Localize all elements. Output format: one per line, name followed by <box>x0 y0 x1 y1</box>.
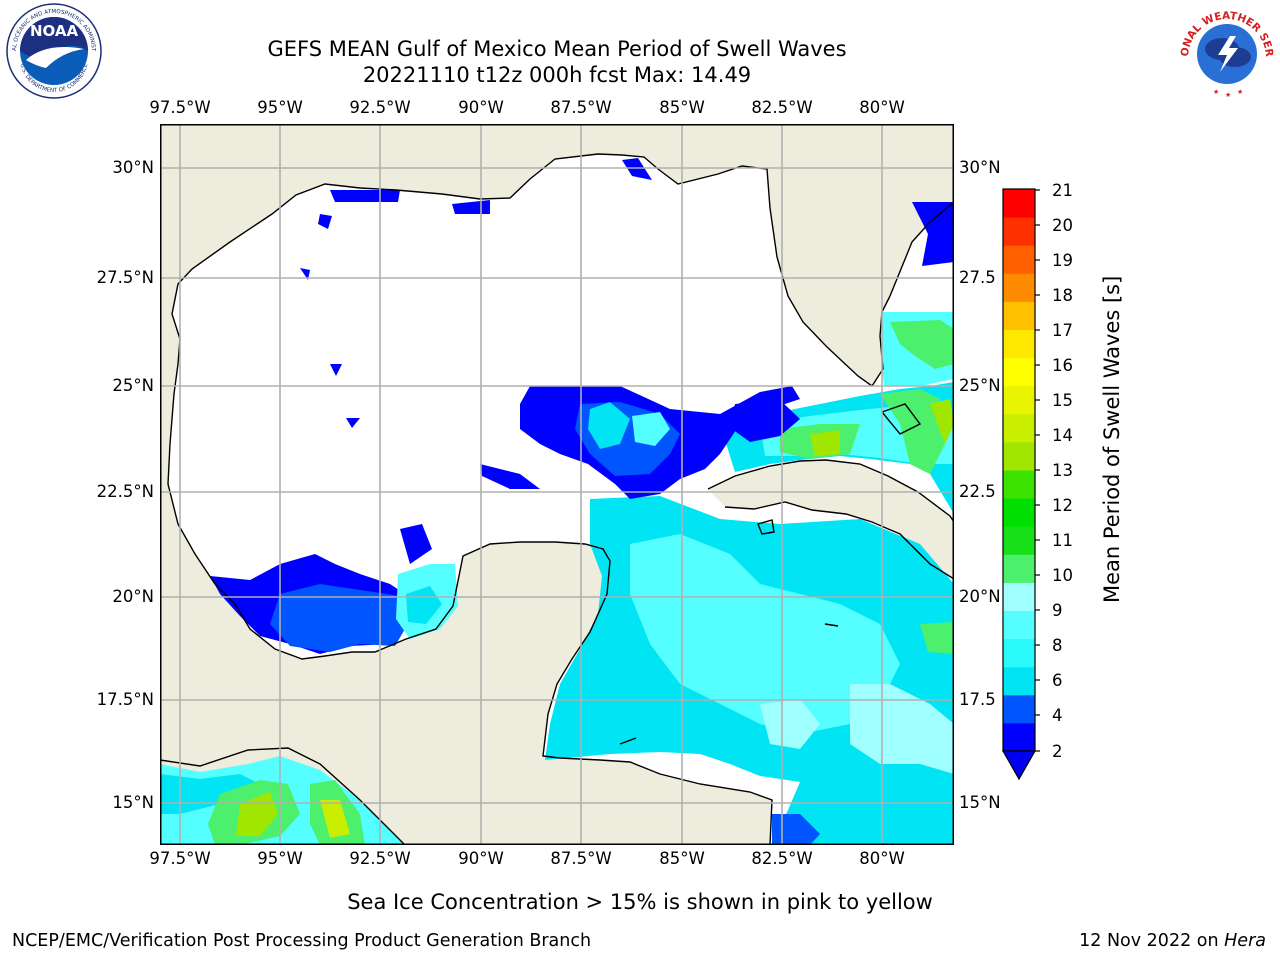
lon-tick-bottom: 92.5°W <box>349 849 411 868</box>
colorbar-bin <box>1003 610 1035 640</box>
lat-tick-left: 27.5°N <box>96 268 154 287</box>
colorbar-tick: 6 <box>1052 671 1063 690</box>
colorbar-bin <box>1003 526 1035 555</box>
colorbar-tick: 9 <box>1052 601 1063 620</box>
colorbar-tick: 19 <box>1052 251 1073 270</box>
lon-tick-top: 85°W <box>659 98 705 117</box>
colorbar-tick: 20 <box>1052 216 1073 235</box>
colorbar-tick: 10 <box>1052 566 1073 585</box>
lat-tick-left: 20°N <box>112 587 154 606</box>
map-frame <box>160 124 954 845</box>
footer-date: 12 Nov 2022 on <box>1079 931 1225 951</box>
colorbar-bin <box>1003 329 1035 359</box>
lon-tick-bottom: 82.5°W <box>751 849 813 868</box>
lon-tick-top: 95°W <box>257 98 303 117</box>
lat-tick-right: 25°N <box>959 376 1001 395</box>
footer-system: Hera <box>1224 931 1266 951</box>
colorbar-bin <box>1003 413 1035 443</box>
lat-tick-right: 22.5 <box>959 482 996 501</box>
colorbar <box>1001 188 1040 781</box>
colorbar-bin <box>1003 189 1035 218</box>
colorbar-tick: 11 <box>1052 531 1073 550</box>
colorbar-bin <box>1003 273 1035 302</box>
lat-tick-left: 15°N <box>112 793 154 812</box>
colorbar-bin <box>1003 638 1035 668</box>
colorbar-bin <box>1003 470 1035 499</box>
lat-tick-left: 17.5°N <box>96 690 154 709</box>
colorbar-bin <box>1003 441 1035 471</box>
svg-text:★: ★ <box>1237 88 1243 96</box>
lat-tick-left: 25°N <box>112 376 154 395</box>
noaa-logo: NATIONAL OCEANIC AND ATMOSPHERIC ADMINIS… <box>2 2 102 99</box>
map-panel <box>160 124 954 845</box>
lat-tick-right: 15°N <box>959 793 1001 812</box>
us-gulf-coast-land <box>160 124 954 845</box>
lon-tick-top: 92.5°W <box>349 98 411 117</box>
lon-tick-bottom: 80°W <box>859 849 905 868</box>
lat-tick-left: 22.5°N <box>96 482 154 501</box>
colorbar-tick: 18 <box>1052 286 1073 305</box>
colorbar-bin <box>1003 554 1035 583</box>
colorbar-bin <box>1003 722 1035 752</box>
colorbar-tick: 2 <box>1052 742 1063 761</box>
colorbar-tick: 8 <box>1052 636 1063 655</box>
lon-tick-top: 87.5°W <box>550 98 612 117</box>
lon-tick-bottom: 87.5°W <box>550 849 612 868</box>
colorbar-bin <box>1003 385 1035 415</box>
svg-text:★: ★ <box>1213 88 1219 96</box>
graticule <box>160 124 954 845</box>
lat-tick-right: 17.5 <box>959 690 996 709</box>
footer-timestamp: 12 Nov 2022 on Hera <box>1079 931 1266 951</box>
lon-tick-top: 90°W <box>458 98 504 117</box>
colorbar-tick: 21 <box>1052 181 1073 200</box>
colorbar-bin <box>1003 217 1035 246</box>
colorbar-tick: 15 <box>1052 391 1073 410</box>
cuba-land <box>708 460 954 579</box>
lat-tick-left: 30°N <box>112 158 154 177</box>
lon-tick-bottom: 85°W <box>659 849 705 868</box>
colorbar-bin <box>1003 582 1035 611</box>
swell-field <box>160 158 954 845</box>
colorbar-bin <box>1003 666 1035 696</box>
chart-subtitle: 20221110 t12z 000h fcst Max: 14.49 <box>362 63 752 87</box>
colorbar-bin <box>1003 301 1035 330</box>
colorbar-tick: 12 <box>1052 496 1073 515</box>
lat-tick-right: 30°N <box>959 158 1001 177</box>
colorbar-tick: 14 <box>1052 426 1073 445</box>
lon-tick-bottom: 90°W <box>458 849 504 868</box>
colorbar-extend-arrow <box>1001 750 1037 781</box>
chart-title: GEFS MEAN Gulf of Mexico Mean Period of … <box>267 37 847 61</box>
lon-tick-top: 80°W <box>859 98 905 117</box>
colorbar-tick: 17 <box>1052 321 1073 340</box>
colorbar-bin <box>1003 357 1035 387</box>
lon-tick-bottom: 97.5°W <box>149 849 211 868</box>
lon-tick-top: 97.5°W <box>149 98 211 117</box>
colorbar-bin <box>1003 694 1035 724</box>
noaa-wordmark: NOAA <box>30 22 79 40</box>
colorbar-tick: 16 <box>1052 356 1073 375</box>
colorbar-tick: 4 <box>1052 706 1063 725</box>
nws-logo: NATIONAL WEATHER SERVICE ★ ★ ★ <box>1176 2 1275 99</box>
lat-tick-right: 27.5 <box>959 268 996 287</box>
lon-tick-top: 82.5°W <box>751 98 813 117</box>
svg-text:★: ★ <box>1225 91 1231 99</box>
sea-ice-footnote: Sea Ice Concentration > 15% is shown in … <box>347 890 933 914</box>
footer-org: NCEP/EMC/Verification Post Processing Pr… <box>12 931 592 951</box>
colorbar-tick: 13 <box>1052 461 1073 480</box>
colorbar-label: Mean Period of Swell Waves [s] <box>1100 275 1124 603</box>
colorbar-bin <box>1003 245 1035 274</box>
lon-tick-bottom: 95°W <box>257 849 303 868</box>
lat-tick-right: 20°N <box>959 587 1001 606</box>
colorbar-bin <box>1003 498 1035 527</box>
